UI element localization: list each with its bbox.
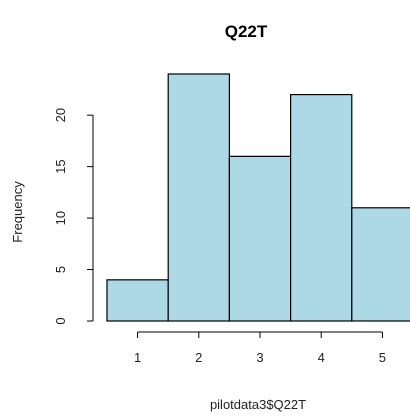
chart-title: Q22T (225, 22, 268, 41)
bar-5 (351, 207, 410, 322)
x-axis: 1 2 3 4 5 (134, 331, 386, 365)
x-tick-label: 1 (134, 350, 141, 365)
x-tick-label: 3 (256, 350, 263, 365)
y-tick-label: 10 (53, 211, 68, 225)
bar-3 (228, 155, 292, 322)
bars-group (106, 73, 410, 322)
bar-1 (106, 279, 169, 322)
x-tick-label: 5 (379, 350, 386, 365)
bar-4 (290, 93, 353, 322)
y-tick-label: 20 (53, 108, 68, 122)
y-tick-label: 0 (53, 317, 68, 324)
x-tick-label: 4 (318, 350, 325, 365)
bar-2 (167, 73, 230, 322)
y-tick-label: 15 (53, 159, 68, 173)
y-tick-label: 5 (53, 266, 68, 273)
x-axis-label: pilotdata3$Q22T (210, 397, 306, 412)
y-axis: 0 5 10 15 20 (53, 108, 94, 325)
y-axis-label: Frequency (10, 181, 25, 243)
x-tick-label: 2 (195, 350, 202, 365)
